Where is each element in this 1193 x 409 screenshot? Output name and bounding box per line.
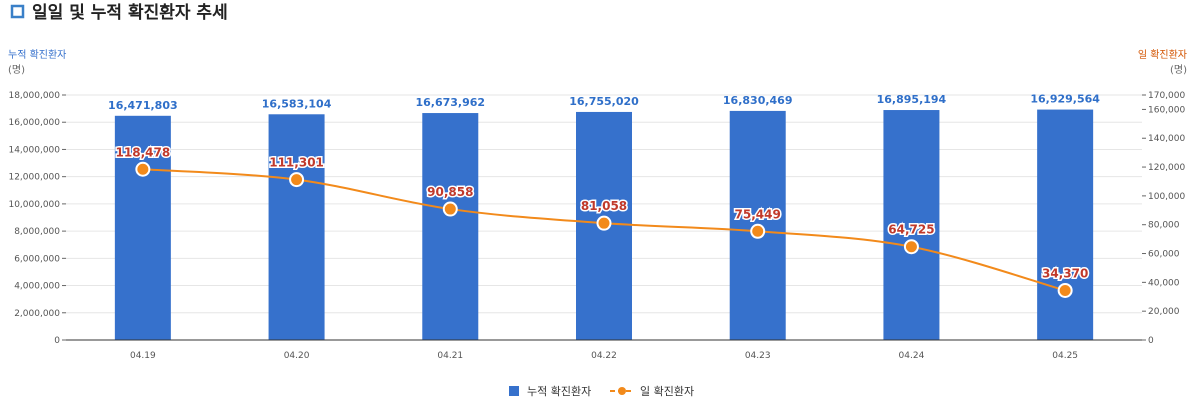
- chart-title-group: 일일 및 누적 확진환자 추세: [10, 3, 228, 23]
- bar[interactable]: [422, 113, 479, 340]
- legend-line-marker: [618, 387, 626, 395]
- bar-data-label: 16,830,469: [723, 94, 793, 107]
- legend-bar-label: 누적 확진환자: [527, 385, 591, 398]
- x-tick-label: 04.24: [899, 351, 925, 361]
- bar-data-label: 16,929,564: [1030, 93, 1100, 106]
- left-axis-title: 누적 확진환자: [8, 49, 66, 61]
- bar-data-label: 16,895,194: [877, 93, 947, 106]
- left-tick-label: 16,000,000: [8, 118, 60, 128]
- line-data-label: 81,058: [581, 199, 627, 213]
- right-tick-label: 60,000: [1148, 250, 1180, 260]
- line-data-label: 75,449: [735, 207, 781, 221]
- x-axis: 04.19 04.20 04.21 04.22 04.23 04.24 04.25: [66, 339, 1142, 361]
- left-tick-label: 18,000,000: [8, 91, 60, 101]
- line-data-labels: 118,478 111,301 90,858 81,058 75,449 64,725 34…: [114, 144, 1090, 282]
- line-point[interactable]: [1057, 282, 1073, 298]
- title-square-icon: [10, 4, 25, 19]
- right-axis-title: 일 확진환자: [1138, 49, 1187, 61]
- line-point[interactable]: [442, 201, 458, 217]
- line-data-label: 90,858: [427, 185, 473, 199]
- right-tick-label: 170,000: [1148, 91, 1185, 101]
- x-tick-label: 04.19: [130, 351, 156, 361]
- bar-data-labels: 16,471,803 16,583,104 16,673,962 16,755,020…: [108, 93, 1100, 112]
- bar[interactable]: [268, 114, 325, 341]
- left-axis: 0 2,000,000 4,000,000 6,000,000 8,000,000 10,…: [8, 91, 66, 346]
- x-tick-label: 04.20: [284, 351, 310, 361]
- bar-series: [114, 109, 1094, 341]
- left-tick-label: 4,000,000: [14, 282, 60, 292]
- left-tick-label: 6,000,000: [14, 254, 60, 264]
- line-data-label: 64,725: [888, 223, 934, 237]
- right-tick-label: 20,000: [1148, 307, 1180, 317]
- x-tick-label: 04.22: [591, 351, 617, 361]
- left-axis-unit: (명): [8, 64, 25, 76]
- left-tick-label: 10,000,000: [8, 200, 60, 210]
- left-tick-label: 0: [54, 336, 60, 346]
- right-axis-unit: (명): [1170, 64, 1187, 76]
- right-tick-label: 140,000: [1148, 134, 1185, 144]
- right-tick-label: 0: [1148, 336, 1154, 346]
- legend-item-line[interactable]: 일 확진환자: [610, 384, 694, 398]
- bar-data-label: 16,471,803: [108, 99, 178, 112]
- left-tick-label: 2,000,000: [14, 309, 60, 319]
- line-point[interactable]: [903, 239, 919, 255]
- line-data-label: 34,370: [1042, 266, 1088, 280]
- right-tick-label: 80,000: [1148, 221, 1180, 231]
- legend-line-label: 일 확진환자: [640, 384, 694, 398]
- bar-data-label: 16,583,104: [262, 97, 332, 110]
- line-point[interactable]: [596, 215, 612, 231]
- x-tick-label: 04.23: [745, 351, 771, 361]
- bar[interactable]: [883, 110, 940, 341]
- line-point[interactable]: [750, 223, 766, 239]
- line-point[interactable]: [135, 161, 151, 177]
- left-tick-label: 8,000,000: [14, 227, 60, 237]
- right-tick-label: 40,000: [1148, 278, 1180, 288]
- line-data-label: 111,301: [269, 156, 324, 170]
- line-point[interactable]: [289, 172, 305, 188]
- right-tick-label: 100,000: [1148, 192, 1185, 202]
- right-axis: 0 20,000 40,000 60,000 80,000 100,000 120,000 1…: [1142, 91, 1185, 346]
- line-data-label: 118,478: [116, 145, 171, 159]
- line-series: [135, 161, 1073, 298]
- left-tick-label: 14,000,000: [8, 145, 60, 155]
- legend: 누적 확진환자 일 확진환자: [509, 384, 694, 398]
- bar-data-label: 16,755,020: [569, 95, 639, 108]
- legend-item-bar[interactable]: 누적 확진환자: [509, 385, 591, 398]
- bar[interactable]: [1037, 109, 1094, 340]
- x-tick-label: 04.21: [437, 351, 463, 361]
- bar-data-label: 16,673,962: [415, 96, 485, 109]
- left-tick-label: 12,000,000: [8, 173, 60, 183]
- bar[interactable]: [114, 115, 171, 340]
- page-title: 일일 및 누적 확진환자 추세: [32, 3, 228, 23]
- right-tick-label: 160,000: [1148, 105, 1185, 115]
- right-tick-label: 120,000: [1148, 163, 1185, 173]
- legend-bar-swatch: [509, 386, 519, 396]
- x-tick-label: 04.25: [1052, 351, 1078, 361]
